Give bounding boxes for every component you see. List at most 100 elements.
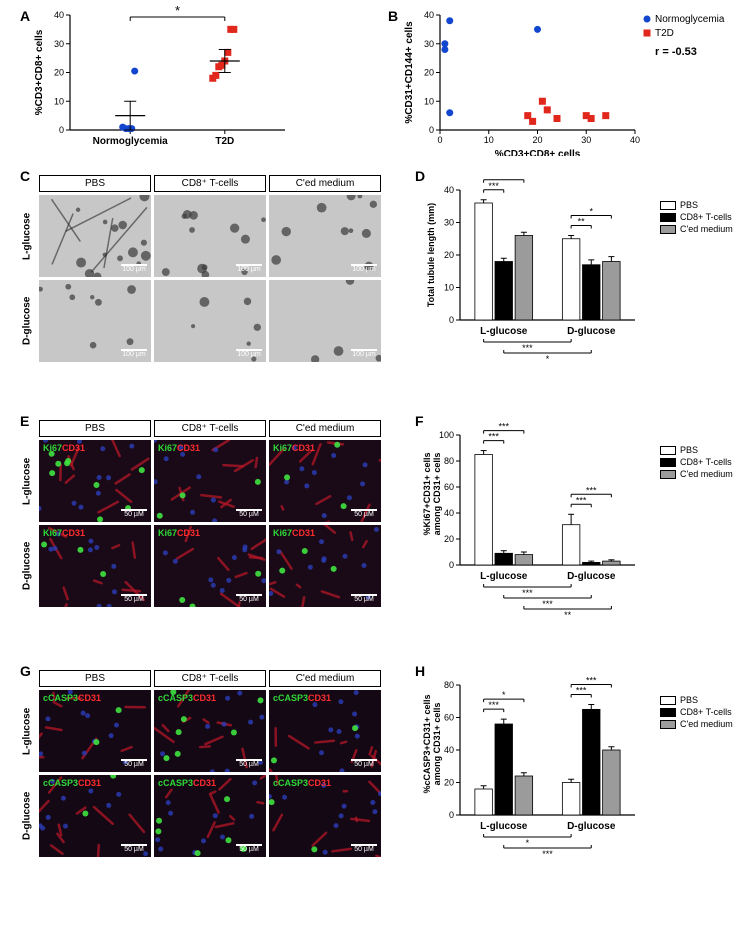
panel-c-image-grid: PBSCD8⁺ T-cellsC'ed mediumL-glucose100 µ… bbox=[18, 175, 381, 362]
legend-d: PBSCD8+ T-cellsC'ed medium bbox=[660, 200, 733, 236]
svg-text:among CD31+ cells: among CD31+ cells bbox=[432, 703, 442, 786]
col-header: CD8⁺ T-cells bbox=[154, 175, 266, 192]
svg-text:Normoglycemia: Normoglycemia bbox=[93, 136, 168, 147]
micrograph: Ki67CD3150 µM bbox=[154, 440, 266, 522]
legend-item: CD8+ T-cells bbox=[660, 457, 733, 467]
col-header: PBS bbox=[39, 420, 151, 437]
svg-text:*: * bbox=[589, 207, 593, 217]
svg-text:30: 30 bbox=[424, 39, 434, 49]
micrograph: Ki67CD3150 µM bbox=[269, 525, 381, 607]
col-header: PBS bbox=[39, 670, 151, 687]
legend-h: PBS CD8+ T-cells C'ed medium bbox=[660, 695, 733, 731]
micrograph: Ki67CD3150 µM bbox=[269, 440, 381, 522]
svg-text:0: 0 bbox=[449, 315, 454, 325]
svg-text:***: *** bbox=[542, 849, 553, 859]
svg-text:***: *** bbox=[488, 432, 499, 442]
row-header: D-glucose bbox=[18, 525, 36, 607]
legend-item: C'ed medium bbox=[660, 719, 733, 729]
panel-g-image-grid: PBSCD8⁺ T-cellsC'ed mediumL-glucosecCASP… bbox=[18, 670, 381, 857]
legend-item: CD8+ T-cells bbox=[660, 212, 733, 222]
micrograph: 100 µm bbox=[154, 280, 266, 362]
col-header: PBS bbox=[39, 175, 151, 192]
panel-b-chart: 010203040010203040%CD31+CD144+ cells%CD3… bbox=[398, 6, 748, 156]
svg-text:30: 30 bbox=[444, 218, 454, 228]
svg-text:*: * bbox=[502, 690, 506, 700]
svg-text:10: 10 bbox=[424, 96, 434, 106]
svg-text:100: 100 bbox=[439, 430, 454, 440]
svg-text:40: 40 bbox=[444, 508, 454, 518]
svg-text:40: 40 bbox=[630, 135, 640, 145]
svg-text:L-glucose: L-glucose bbox=[480, 326, 528, 337]
svg-text:30: 30 bbox=[54, 39, 64, 49]
row-header: L-glucose bbox=[18, 690, 36, 772]
svg-text:30: 30 bbox=[581, 135, 591, 145]
legend-item: CD8+ T-cells bbox=[660, 707, 733, 717]
svg-text:r = -0.53: r = -0.53 bbox=[655, 46, 697, 58]
panel-label-b: B bbox=[388, 8, 398, 24]
col-header: C'ed medium bbox=[269, 420, 381, 437]
svg-text:***: *** bbox=[542, 599, 553, 609]
row-header: D-glucose bbox=[18, 280, 36, 362]
micrograph: cCASP3CD3150 µM bbox=[39, 690, 151, 772]
panel-label-a: A bbox=[20, 8, 30, 24]
legend-item: PBS bbox=[660, 200, 733, 210]
svg-text:%CD3+CD8+ cells: %CD3+CD8+ cells bbox=[34, 29, 45, 115]
svg-text:***: *** bbox=[586, 676, 597, 686]
col-header: C'ed medium bbox=[269, 670, 381, 687]
panel-e-image-grid: PBSCD8⁺ T-cellsC'ed mediumL-glucoseKi67C… bbox=[18, 420, 381, 607]
micrograph: 100 µm bbox=[39, 280, 151, 362]
panel-a-chart: 010203040%CD3+CD8+ cellsNormoglycemiaT2D… bbox=[30, 6, 330, 156]
micrograph: Ki67CD3150 µM bbox=[39, 440, 151, 522]
svg-text:L-glucose: L-glucose bbox=[480, 821, 528, 832]
svg-text:%CD31+CD144+ cells: %CD31+CD144+ cells bbox=[404, 21, 415, 124]
panel-f-chart: 020406080100%Ki67+CD31+ cellsamong CD31+… bbox=[418, 421, 658, 641]
svg-text:***: *** bbox=[488, 181, 499, 191]
svg-text:0: 0 bbox=[429, 125, 434, 135]
svg-text:40: 40 bbox=[444, 185, 454, 195]
micrograph: cCASP3CD3150 µM bbox=[269, 690, 381, 772]
legend-item: PBS bbox=[660, 445, 733, 455]
svg-text:D-glucose: D-glucose bbox=[567, 571, 616, 582]
svg-text:*: * bbox=[546, 354, 550, 364]
svg-text:*: * bbox=[175, 6, 180, 18]
svg-text:80: 80 bbox=[444, 680, 454, 690]
micrograph: 100 µm bbox=[269, 195, 381, 277]
svg-text:0: 0 bbox=[449, 810, 454, 820]
svg-text:Normoglycemia: Normoglycemia bbox=[655, 14, 725, 25]
svg-text:10: 10 bbox=[444, 283, 454, 293]
svg-text:**: ** bbox=[564, 610, 572, 620]
col-header: CD8⁺ T-cells bbox=[154, 420, 266, 437]
svg-text:0: 0 bbox=[59, 125, 64, 135]
micrograph: cCASP3CD3150 µM bbox=[39, 775, 151, 857]
svg-text:20: 20 bbox=[532, 135, 542, 145]
row-header: L-glucose bbox=[18, 195, 36, 277]
svg-text:60: 60 bbox=[444, 482, 454, 492]
svg-text:D-glucose: D-glucose bbox=[567, 326, 616, 337]
legend-f: PBS CD8+ T-cells C'ed medium bbox=[660, 445, 733, 481]
svg-text:40: 40 bbox=[54, 10, 64, 20]
svg-text:10: 10 bbox=[484, 135, 494, 145]
svg-text:40: 40 bbox=[444, 745, 454, 755]
svg-text:20: 20 bbox=[444, 250, 454, 260]
micrograph: Ki67CD3150 µM bbox=[154, 525, 266, 607]
svg-text:**: ** bbox=[578, 217, 586, 227]
svg-text:T2D: T2D bbox=[215, 136, 234, 147]
svg-text:80: 80 bbox=[444, 456, 454, 466]
svg-text:***: *** bbox=[576, 686, 587, 696]
legend-item: PBS bbox=[660, 695, 733, 705]
svg-text:***: *** bbox=[586, 485, 597, 495]
svg-text:60: 60 bbox=[444, 713, 454, 723]
svg-text:among CD31+ cells: among CD31+ cells bbox=[432, 453, 442, 536]
micrograph: cCASP3CD3150 µM bbox=[269, 775, 381, 857]
svg-text:20: 20 bbox=[444, 534, 454, 544]
svg-text:0: 0 bbox=[437, 135, 442, 145]
panel-d-chart: 010203040Total tubule length (mm)L-gluco… bbox=[418, 176, 658, 396]
svg-text:***: *** bbox=[576, 495, 587, 505]
svg-text:***: *** bbox=[498, 176, 509, 181]
micrograph: cCASP3CD3150 µM bbox=[154, 690, 266, 772]
svg-text:***: *** bbox=[522, 343, 533, 353]
svg-text:0: 0 bbox=[449, 560, 454, 570]
svg-text:20: 20 bbox=[54, 68, 64, 78]
svg-text:***: *** bbox=[522, 588, 533, 598]
legend-item: C'ed medium bbox=[660, 469, 733, 479]
